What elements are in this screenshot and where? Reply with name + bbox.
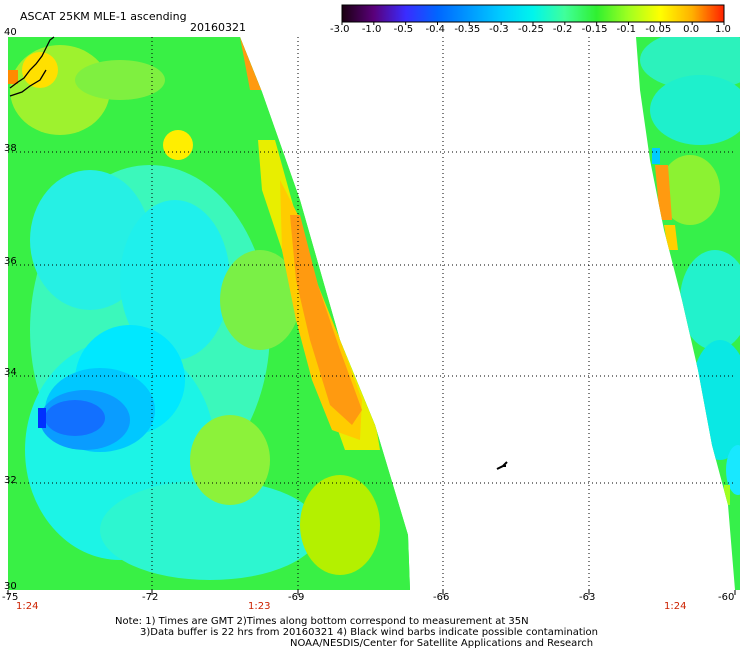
note-line-1: Note: 1) Times are GMT 2)Times along bot… (115, 616, 529, 627)
lat-label: 38 (4, 143, 17, 154)
color-scale-gradient (341, 4, 725, 23)
color-scale-label: -1.0 (361, 24, 382, 35)
note-line-2: 3)Data buffer is 22 hrs from 20160321 4)… (140, 627, 598, 638)
wind-barb-mark (496, 461, 508, 470)
lat-label: 36 (4, 256, 17, 267)
pass-time: 1:24 (16, 601, 39, 612)
color-scale-label: -3.0 (330, 24, 350, 35)
note-line-3: NOAA/NESDIS/Center for Satellite Applica… (290, 638, 594, 649)
lat-label: 40 (4, 27, 17, 38)
pass-time: 1:23 (248, 601, 271, 612)
lon-label: -69 (288, 592, 305, 603)
color-scale-label: -0.15 (581, 24, 608, 35)
pass-time: 1:24 (664, 601, 687, 612)
color-scale-label: -0.35 (454, 24, 481, 35)
lat-label: 34 (4, 367, 17, 378)
color-scale-label: 1.0 (715, 24, 731, 35)
lon-label: -60 (718, 592, 735, 603)
product-date: 20160321 (190, 21, 246, 34)
right-swath (636, 37, 740, 590)
color-scale-label: -0.25 (518, 24, 544, 35)
color-scale-label: -0.5 (393, 24, 414, 35)
left-swath (8, 36, 410, 590)
color-scale-label: -0.05 (645, 24, 672, 35)
lon-label: -63 (579, 592, 596, 603)
lon-label: -66 (433, 592, 450, 603)
lat-label: 32 (4, 475, 17, 486)
color-scale-label: -0.4 (425, 24, 446, 35)
color-scale-label: -0.1 (616, 24, 637, 35)
lon-label: -72 (142, 592, 159, 603)
color-scale-label: -0.3 (489, 24, 509, 35)
axis-frame (7, 590, 736, 595)
product-title: ASCAT 25KM MLE-1 ascending (20, 10, 187, 23)
lat-label: 30 (4, 581, 17, 592)
color-scale-label: -0.2 (552, 24, 573, 35)
color-scale-bar (341, 4, 725, 25)
lon-label: -75 (2, 592, 19, 603)
color-scale-label: 0.0 (683, 24, 700, 35)
grid (8, 37, 735, 590)
